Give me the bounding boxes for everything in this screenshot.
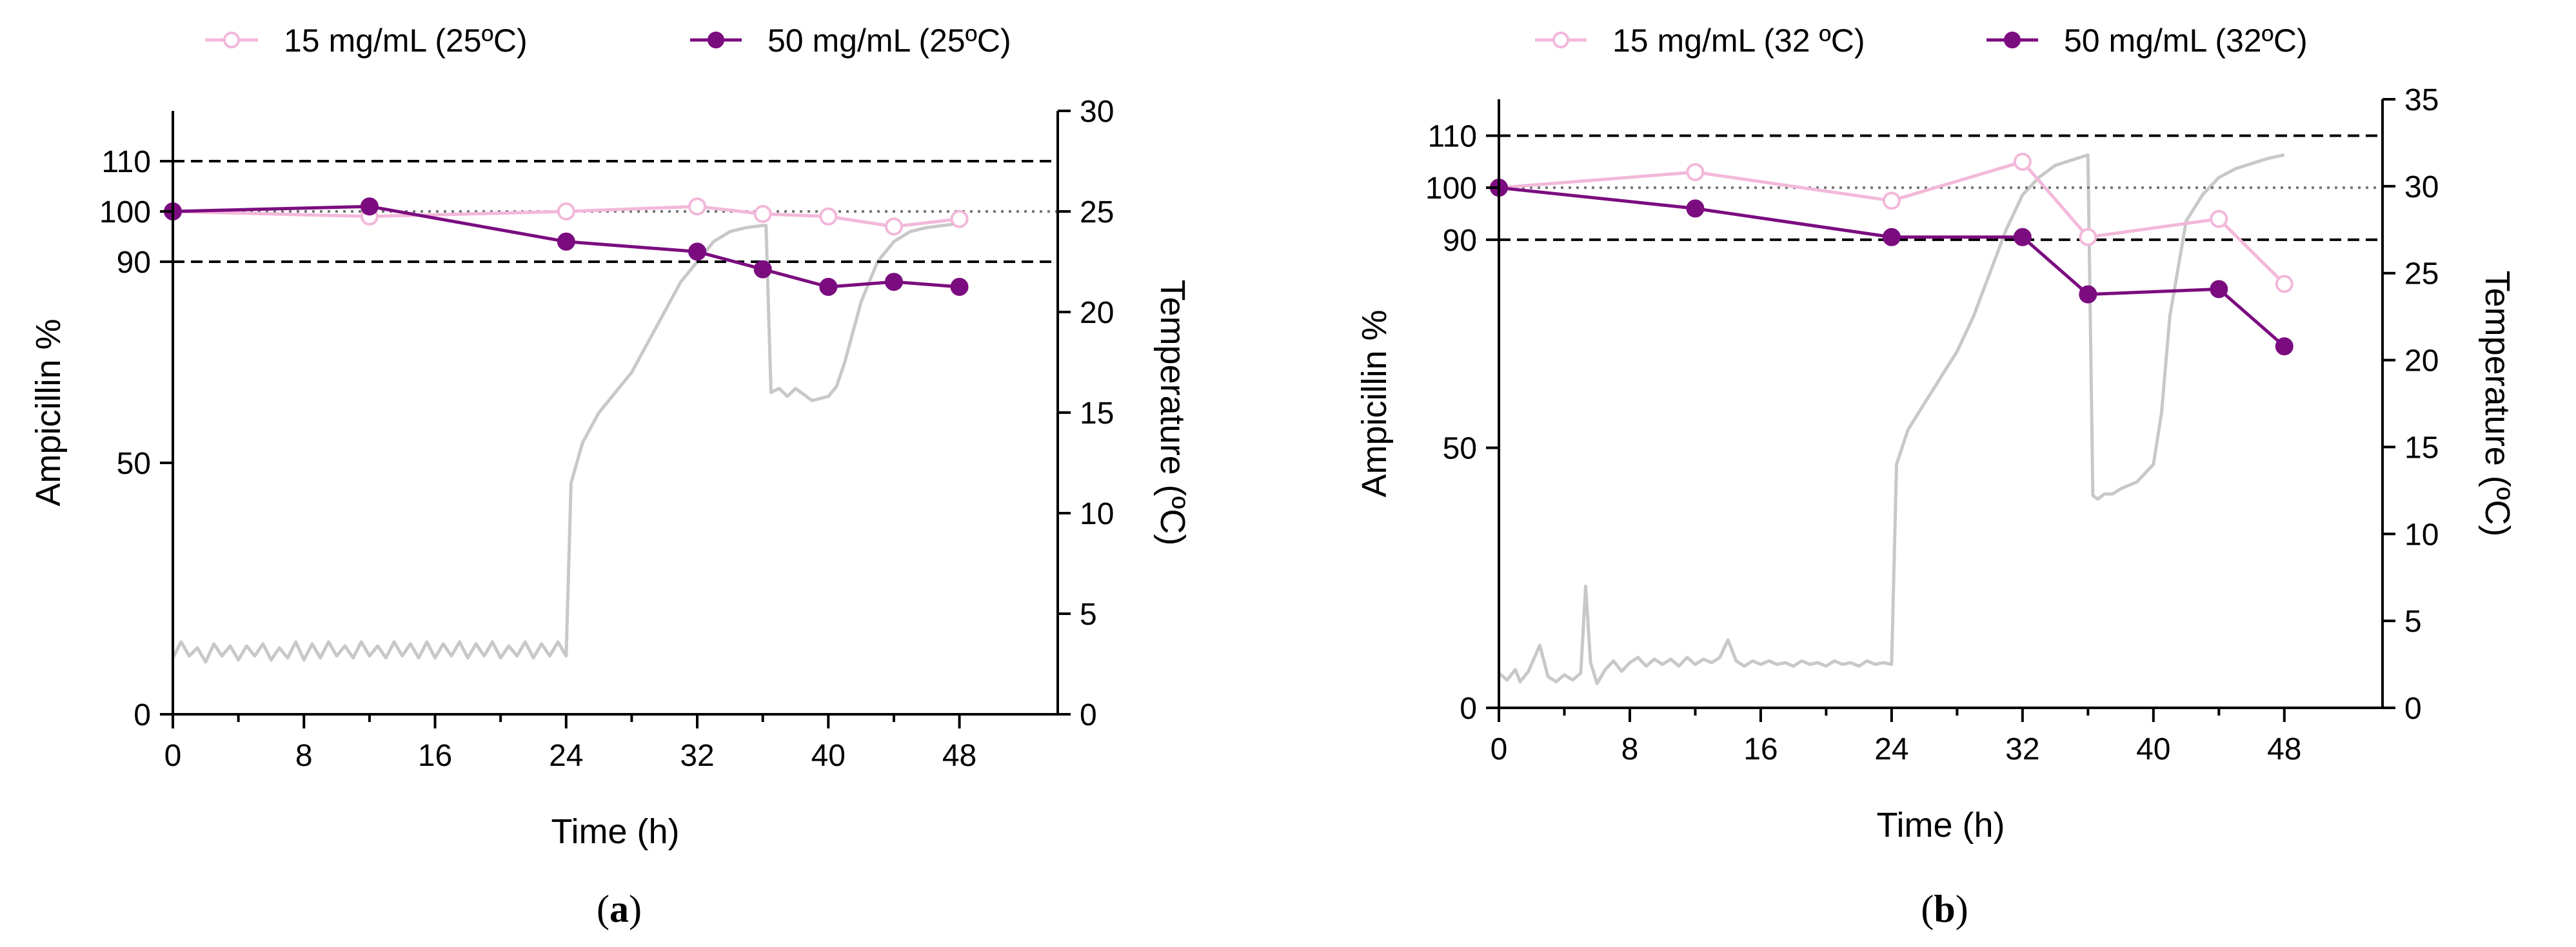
temperature-line: [171, 222, 960, 664]
y2-tick-label: 25: [1080, 195, 1114, 229]
series-line-15mg: [172, 204, 960, 228]
legend-label-15mg: 15 mg/mL (25ºC): [284, 23, 528, 59]
data-point-50mg: [557, 232, 575, 251]
y2-tick-label: 20: [1080, 296, 1114, 330]
y2-tick-label: 10: [1080, 497, 1114, 531]
data-point-15mg: [819, 207, 838, 226]
y-tick-label: 90: [1443, 224, 1477, 258]
y2-tick-label: 20: [2404, 344, 2439, 378]
legend-marker-15mg: [223, 32, 240, 48]
x-tick-label: 0: [1491, 732, 1508, 766]
y2-axis-title: Temperature (ºC): [1153, 280, 1192, 546]
data-point-15mg: [753, 204, 772, 223]
data-point-50mg: [753, 260, 772, 278]
y2-tick-label: 25: [2404, 257, 2439, 291]
y2-tick-label: 35: [2404, 83, 2439, 117]
panel-label: (a): [597, 888, 642, 930]
legend-marker-50mg: [2004, 32, 2021, 48]
x-tick-label: 24: [1874, 732, 1908, 766]
y-tick-label: 110: [1427, 119, 1477, 153]
x-tick-label: 40: [2136, 732, 2170, 766]
y-tick-label: 100: [99, 195, 151, 229]
legend-label-50mg: 50 mg/mL (25ºC): [768, 23, 1011, 59]
y-tick-label: 0: [1460, 692, 1477, 726]
data-point-50mg: [2013, 228, 2032, 246]
x-tick-label: 32: [680, 739, 714, 773]
legend-label-50mg: 50 mg/mL (32ºC): [2064, 23, 2308, 59]
data-point-50mg: [360, 197, 379, 216]
panel-label-open: (: [1921, 888, 1934, 930]
x-tick-label: 40: [811, 739, 846, 773]
legend-marker-15mg: [1552, 32, 1569, 48]
legend-label-15mg: 15 mg/mL (32 ºC): [1612, 23, 1865, 59]
y-tick-label: 100: [1425, 171, 1477, 206]
data-point-15mg: [557, 202, 575, 220]
x-axis-title: Time (h): [1877, 806, 2005, 844]
data-point-50mg: [2275, 337, 2294, 356]
x-tick-label: 8: [295, 739, 313, 773]
x-tick-label: 48: [942, 739, 976, 773]
panel-label-letter: a: [609, 888, 629, 930]
series-line-50mg: [172, 204, 960, 289]
panel-label-close: ): [629, 888, 642, 930]
data-point-15mg: [950, 210, 969, 228]
y2-tick-label: 30: [2404, 170, 2439, 204]
x-axis-title: Time (h): [551, 812, 680, 851]
y2-tick-label: 30: [1080, 95, 1114, 129]
y2-tick-label: 5: [1080, 598, 1097, 632]
x-tick-label: 32: [2005, 732, 2039, 766]
series-line-15mg: [1498, 160, 2286, 286]
y2-tick-label: 10: [2404, 518, 2439, 552]
y-tick-label: 0: [134, 698, 151, 732]
y2-axis-title: Temperature (ºC): [2478, 271, 2517, 537]
y-tick-label: 50: [117, 447, 151, 481]
data-point-15mg: [2210, 210, 2228, 228]
x-tick-label: 48: [2267, 732, 2301, 766]
data-point-50mg: [819, 278, 838, 296]
y2-tick-label: 0: [1080, 698, 1097, 732]
y2-tick-label: 0: [2404, 692, 2422, 726]
data-point-15mg: [2079, 228, 2097, 246]
panel-label-letter: b: [1934, 888, 1955, 930]
data-point-15mg: [688, 197, 707, 216]
y-axis-title: Ampicillin %: [29, 318, 68, 506]
data-point-50mg: [884, 273, 903, 291]
data-point-50mg: [2079, 285, 2097, 304]
series-line-50mg: [1498, 186, 2286, 348]
data-point-50mg: [1882, 228, 1901, 246]
y-tick-label: 110: [101, 145, 151, 179]
data-point-15mg: [884, 217, 903, 236]
x-tick-label: 16: [1743, 732, 1778, 766]
data-point-15mg: [2013, 152, 2032, 171]
legend-marker-50mg: [708, 32, 724, 48]
y2-tick-label: 5: [2404, 605, 2422, 639]
data-point-50mg: [688, 242, 707, 261]
data-point-15mg: [2275, 275, 2294, 293]
temperature-line: [1498, 153, 2285, 685]
data-point-50mg: [1686, 199, 1705, 218]
data-point-15mg: [1686, 162, 1705, 181]
y2-tick-label: 15: [1080, 396, 1114, 431]
panel-label-close: ): [1956, 888, 1968, 930]
y-axis-title: Ampicillin %: [1355, 309, 1394, 497]
panel-b: 0 8 16 24 32 40 48 0 50 90 100 110 0 5 10 15 20 25 30 35 Tim…: [1355, 23, 2517, 930]
y2-tick-label: 15: [2404, 431, 2439, 465]
panel-label-open: (: [597, 888, 609, 930]
y-tick-label: 50: [1443, 432, 1477, 466]
x-tick-label: 24: [549, 739, 583, 773]
data-point-50mg: [2210, 280, 2228, 298]
data-point-15mg: [1882, 191, 1901, 210]
panel-a: 0 8 16 24 32 40 48 0 50 90 100 110 0 5 10 15 20 25 30 Time …: [29, 23, 1192, 930]
x-tick-label: 16: [418, 739, 452, 773]
panel-label: (b): [1921, 888, 1968, 930]
x-tick-label: 8: [1621, 732, 1639, 766]
y-tick-label: 90: [117, 246, 151, 280]
data-point-50mg: [950, 278, 969, 296]
x-tick-label: 0: [164, 739, 182, 773]
